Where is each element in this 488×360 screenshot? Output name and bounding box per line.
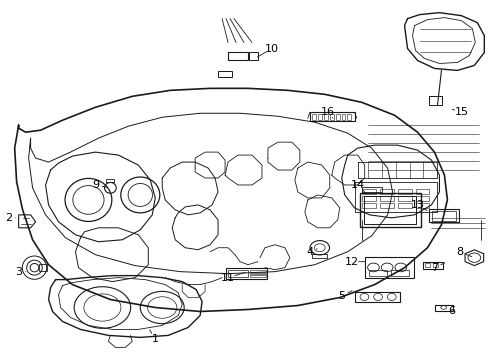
Bar — [250, 273, 265, 274]
Bar — [250, 275, 265, 277]
Text: 4: 4 — [305, 247, 313, 257]
Text: 3: 3 — [15, 267, 22, 276]
Bar — [341, 114, 345, 120]
Bar — [346, 114, 350, 120]
Bar — [365, 257, 413, 278]
Bar — [397, 196, 411, 201]
Text: 8: 8 — [455, 247, 462, 257]
Text: 15: 15 — [453, 107, 468, 117]
Bar — [397, 203, 411, 208]
Text: 6: 6 — [447, 306, 454, 316]
Bar — [318, 114, 321, 120]
Bar — [361, 189, 375, 194]
Bar — [312, 254, 326, 258]
Bar — [354, 292, 399, 302]
Bar — [434, 305, 452, 311]
Bar — [309, 112, 354, 121]
Bar — [362, 187, 381, 192]
Text: 9: 9 — [92, 180, 99, 190]
Bar — [323, 114, 327, 120]
Text: 7: 7 — [430, 263, 437, 273]
Bar — [428, 96, 441, 105]
Text: 14: 14 — [350, 180, 364, 190]
Text: 12: 12 — [344, 257, 358, 267]
Bar — [390, 270, 408, 276]
Bar — [225, 268, 267, 279]
Text: 16: 16 — [320, 107, 334, 117]
Text: 13: 13 — [409, 200, 424, 210]
Text: 2: 2 — [5, 213, 12, 223]
Bar — [248, 52, 258, 60]
Bar — [218, 71, 231, 77]
Bar — [397, 189, 411, 194]
Bar — [363, 196, 415, 224]
Bar — [106, 179, 114, 182]
Bar — [379, 196, 393, 201]
Bar — [379, 203, 393, 208]
Text: 10: 10 — [264, 44, 278, 54]
Bar — [312, 114, 316, 120]
Bar — [425, 263, 429, 267]
Bar — [250, 270, 265, 272]
Bar — [228, 270, 247, 277]
Bar — [39, 264, 46, 271]
Bar — [432, 263, 437, 267]
Bar — [428, 209, 458, 222]
Bar — [329, 114, 333, 120]
Bar — [379, 189, 393, 194]
Bar — [431, 211, 455, 221]
Bar — [361, 196, 375, 201]
Bar — [227, 52, 247, 60]
Text: 11: 11 — [221, 273, 235, 283]
Bar — [422, 262, 442, 269]
Text: 1: 1 — [151, 334, 159, 345]
Text: 5: 5 — [338, 291, 345, 301]
Bar — [415, 196, 428, 201]
Bar — [415, 189, 428, 194]
Bar — [359, 193, 420, 227]
Bar — [368, 270, 386, 276]
Bar — [335, 114, 339, 120]
Bar — [415, 203, 428, 208]
Bar — [361, 203, 375, 208]
